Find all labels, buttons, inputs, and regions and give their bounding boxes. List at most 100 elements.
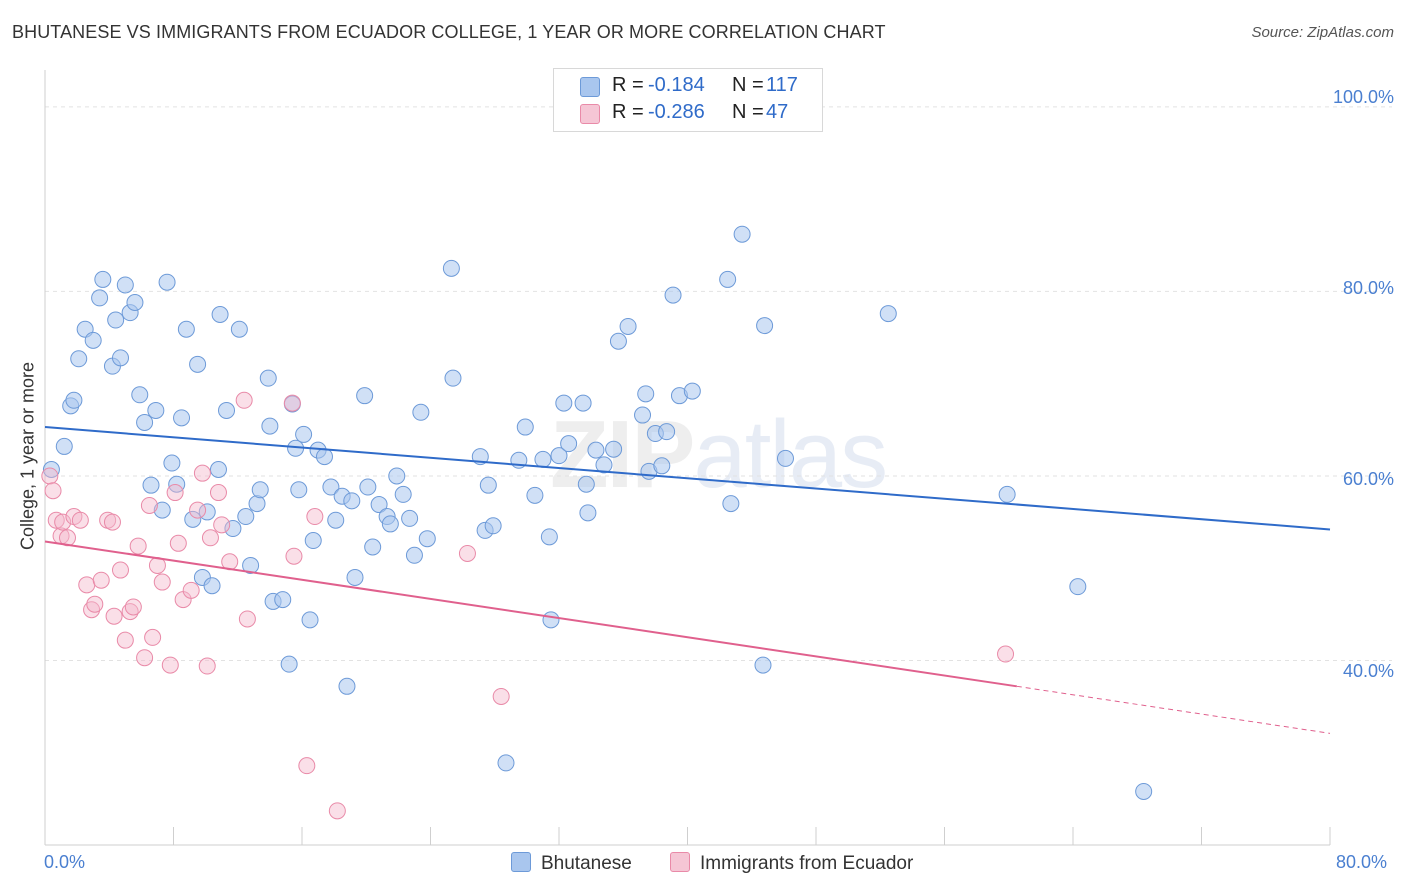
bhutanese-point <box>116 276 134 294</box>
bhutanese-legend-swatch <box>511 852 531 872</box>
bhutanese-point <box>142 476 160 494</box>
ecuador-point <box>124 598 142 616</box>
bhutanese-point <box>1135 782 1153 800</box>
bhutanese-point <box>719 270 737 288</box>
n-value: 47 <box>766 101 789 123</box>
ecuador-point <box>71 511 89 529</box>
n-label: N = <box>732 74 764 96</box>
bhutanese-point <box>776 449 794 467</box>
bhutanese-point <box>304 532 322 550</box>
ecuador-point <box>182 581 200 599</box>
bhutanese-trend-line <box>44 426 1331 531</box>
bhutanese-point <box>189 355 207 373</box>
ecuador-point <box>298 757 316 775</box>
n-value: 117 <box>766 74 798 96</box>
bhutanese-point <box>405 546 423 564</box>
ecuador-point <box>193 464 211 482</box>
bhutanese-point <box>248 495 266 513</box>
ecuador-point <box>144 628 162 646</box>
bhutanese-point <box>555 394 573 412</box>
bhutanese-point <box>381 515 399 533</box>
r-value: -0.184 <box>648 74 705 96</box>
bhutanese-point <box>534 450 552 468</box>
bhutanese-point <box>126 294 144 311</box>
bhutanese-point <box>516 418 534 436</box>
bhutanese-point <box>203 577 221 595</box>
ecuador-point <box>458 544 476 562</box>
bhutanese-point <box>550 447 568 465</box>
bhutanese-point <box>209 460 227 478</box>
ecuador-point <box>153 573 171 591</box>
bhutanese-point <box>497 754 515 772</box>
bhutanese-point <box>356 387 374 405</box>
ecuador-point <box>111 561 129 579</box>
ecuador-point <box>306 508 324 526</box>
bhutanese-point <box>359 478 377 496</box>
legend-item-bhutanese: Bhutanese <box>511 852 632 875</box>
ecuador-point <box>997 645 1015 663</box>
bhutanese-point <box>526 486 544 504</box>
bhutanese-point <box>401 509 419 527</box>
ecuador-point <box>116 631 134 649</box>
ecuador-point <box>235 391 253 409</box>
bhutanese-point <box>211 305 229 323</box>
bhutanese-point <box>1069 578 1087 596</box>
watermark: ZIPatlas <box>550 400 888 510</box>
ecuador-point <box>189 501 207 519</box>
bhutanese-point <box>136 413 154 431</box>
bhutanese-point <box>91 289 109 307</box>
r-value: -0.286 <box>648 101 705 123</box>
bhutanese-point <box>364 538 382 556</box>
bhutanese-point <box>418 530 436 548</box>
bhutanese-point <box>224 520 242 538</box>
bhutanese-point <box>479 476 497 494</box>
bhutanese-point <box>322 478 340 496</box>
bhutanese-point <box>577 475 595 493</box>
bhutanese-point <box>664 286 682 304</box>
bhutanese-point <box>153 501 171 519</box>
bhutanese-point <box>998 485 1016 503</box>
bhutanese-point <box>251 481 269 499</box>
bhutanese-point <box>242 556 260 574</box>
bhutanese-point <box>177 320 195 338</box>
bhutanese-point <box>343 492 361 510</box>
x-tick-label-max: 80.0% <box>1336 852 1388 872</box>
bhutanese-point <box>261 417 279 435</box>
bhutanese-point <box>280 655 298 673</box>
ecuador-point <box>238 610 256 628</box>
ecuador-trend-line <box>44 540 1017 688</box>
bhutanese-point <box>237 508 255 526</box>
r-label: R = <box>612 74 644 96</box>
ecuador-point <box>83 601 101 619</box>
ecuador-point <box>492 687 510 705</box>
ecuador-point <box>41 467 59 485</box>
ecuador-trend-line-extension <box>1016 685 1331 734</box>
bhutanese-point <box>542 611 560 629</box>
ecuador-point <box>136 649 154 667</box>
bhutanese-point <box>574 394 592 412</box>
ecuador-point <box>54 513 72 531</box>
bhutanese-point <box>173 409 191 427</box>
legend-label-bhutanese: Bhutanese <box>541 853 632 874</box>
bhutanese-point <box>756 317 774 335</box>
ecuador-point <box>213 516 231 534</box>
bhutanese-point <box>274 591 292 609</box>
n-label: N = <box>732 101 764 123</box>
bhutanese-point <box>722 495 740 513</box>
y-tick-label-60: 60.0% <box>1342 469 1394 489</box>
bhutanese-point <box>634 406 652 424</box>
bhutanese-point <box>230 320 248 338</box>
ecuador-point <box>328 802 346 820</box>
bhutanese-point <box>587 441 605 459</box>
bhutanese-point <box>879 305 897 323</box>
watermark-zip: ZIP <box>550 401 695 508</box>
bhutanese-point <box>290 481 308 499</box>
bhutanese-point <box>733 225 751 243</box>
bhutanese-point <box>147 401 165 419</box>
bhutanese-point <box>595 456 613 474</box>
bhutanese-point <box>163 454 181 472</box>
bhutanese-point <box>94 270 112 288</box>
r-label: R = <box>612 101 644 123</box>
bhutanese-point <box>259 369 277 387</box>
